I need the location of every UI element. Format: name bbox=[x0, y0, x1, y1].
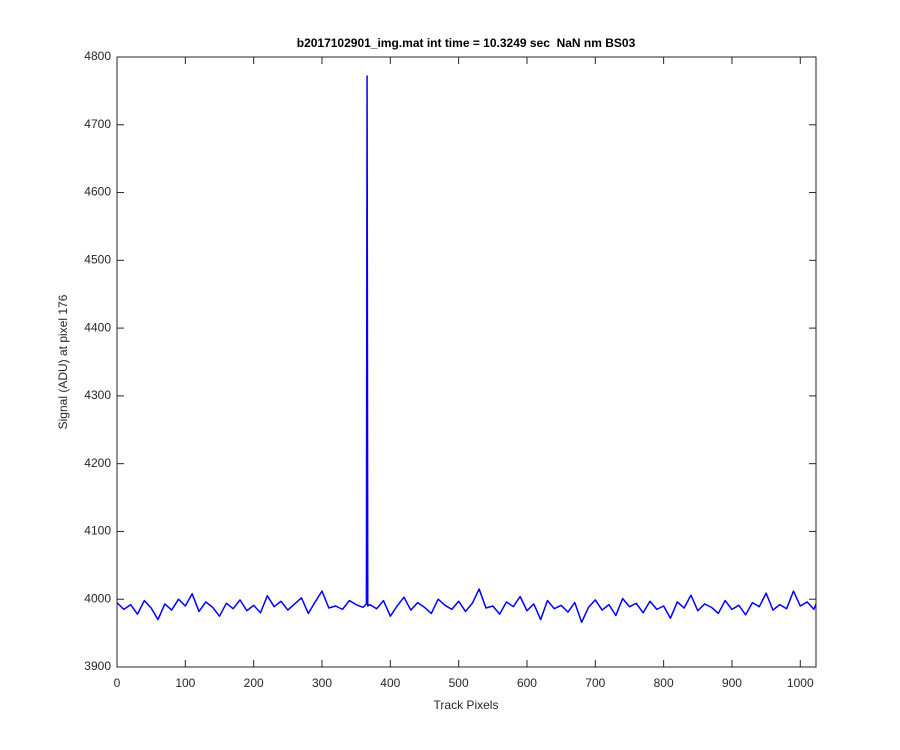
y-tick-label: 4700 bbox=[84, 117, 111, 131]
x-tick-label: 1000 bbox=[787, 676, 814, 690]
x-tick-label: 200 bbox=[244, 676, 264, 690]
x-tick-label: 400 bbox=[380, 676, 400, 690]
axes-box bbox=[116, 56, 817, 668]
y-tick-label: 3900 bbox=[84, 659, 111, 673]
y-axis-label: Signal (ADU) at pixel 176 bbox=[56, 294, 70, 429]
y-tick-label: 4800 bbox=[84, 49, 111, 63]
y-tick-label: 4600 bbox=[84, 185, 111, 199]
x-tick-label: 600 bbox=[517, 676, 537, 690]
y-tick-label: 4300 bbox=[84, 388, 111, 402]
data-line bbox=[116, 75, 817, 624]
y-tick-label: 4500 bbox=[84, 253, 111, 267]
y-tick-label: 4100 bbox=[84, 524, 111, 538]
x-tick-label: 100 bbox=[175, 676, 195, 690]
x-tick-label: 800 bbox=[654, 676, 674, 690]
x-axis-label: Track Pixels bbox=[434, 698, 499, 712]
x-tick-label: 700 bbox=[585, 676, 605, 690]
chart-title: b2017102901_img.mat int time = 10.3249 s… bbox=[297, 36, 636, 50]
y-tick-label: 4200 bbox=[84, 456, 111, 470]
plot-area bbox=[117, 57, 816, 667]
y-tick-label: 4000 bbox=[84, 591, 111, 605]
x-tick-label: 500 bbox=[449, 676, 469, 690]
x-tick-label: 0 bbox=[114, 676, 121, 690]
x-tick-label: 900 bbox=[722, 676, 742, 690]
x-tick-label: 300 bbox=[312, 676, 332, 690]
y-tick-label: 4400 bbox=[84, 320, 111, 334]
